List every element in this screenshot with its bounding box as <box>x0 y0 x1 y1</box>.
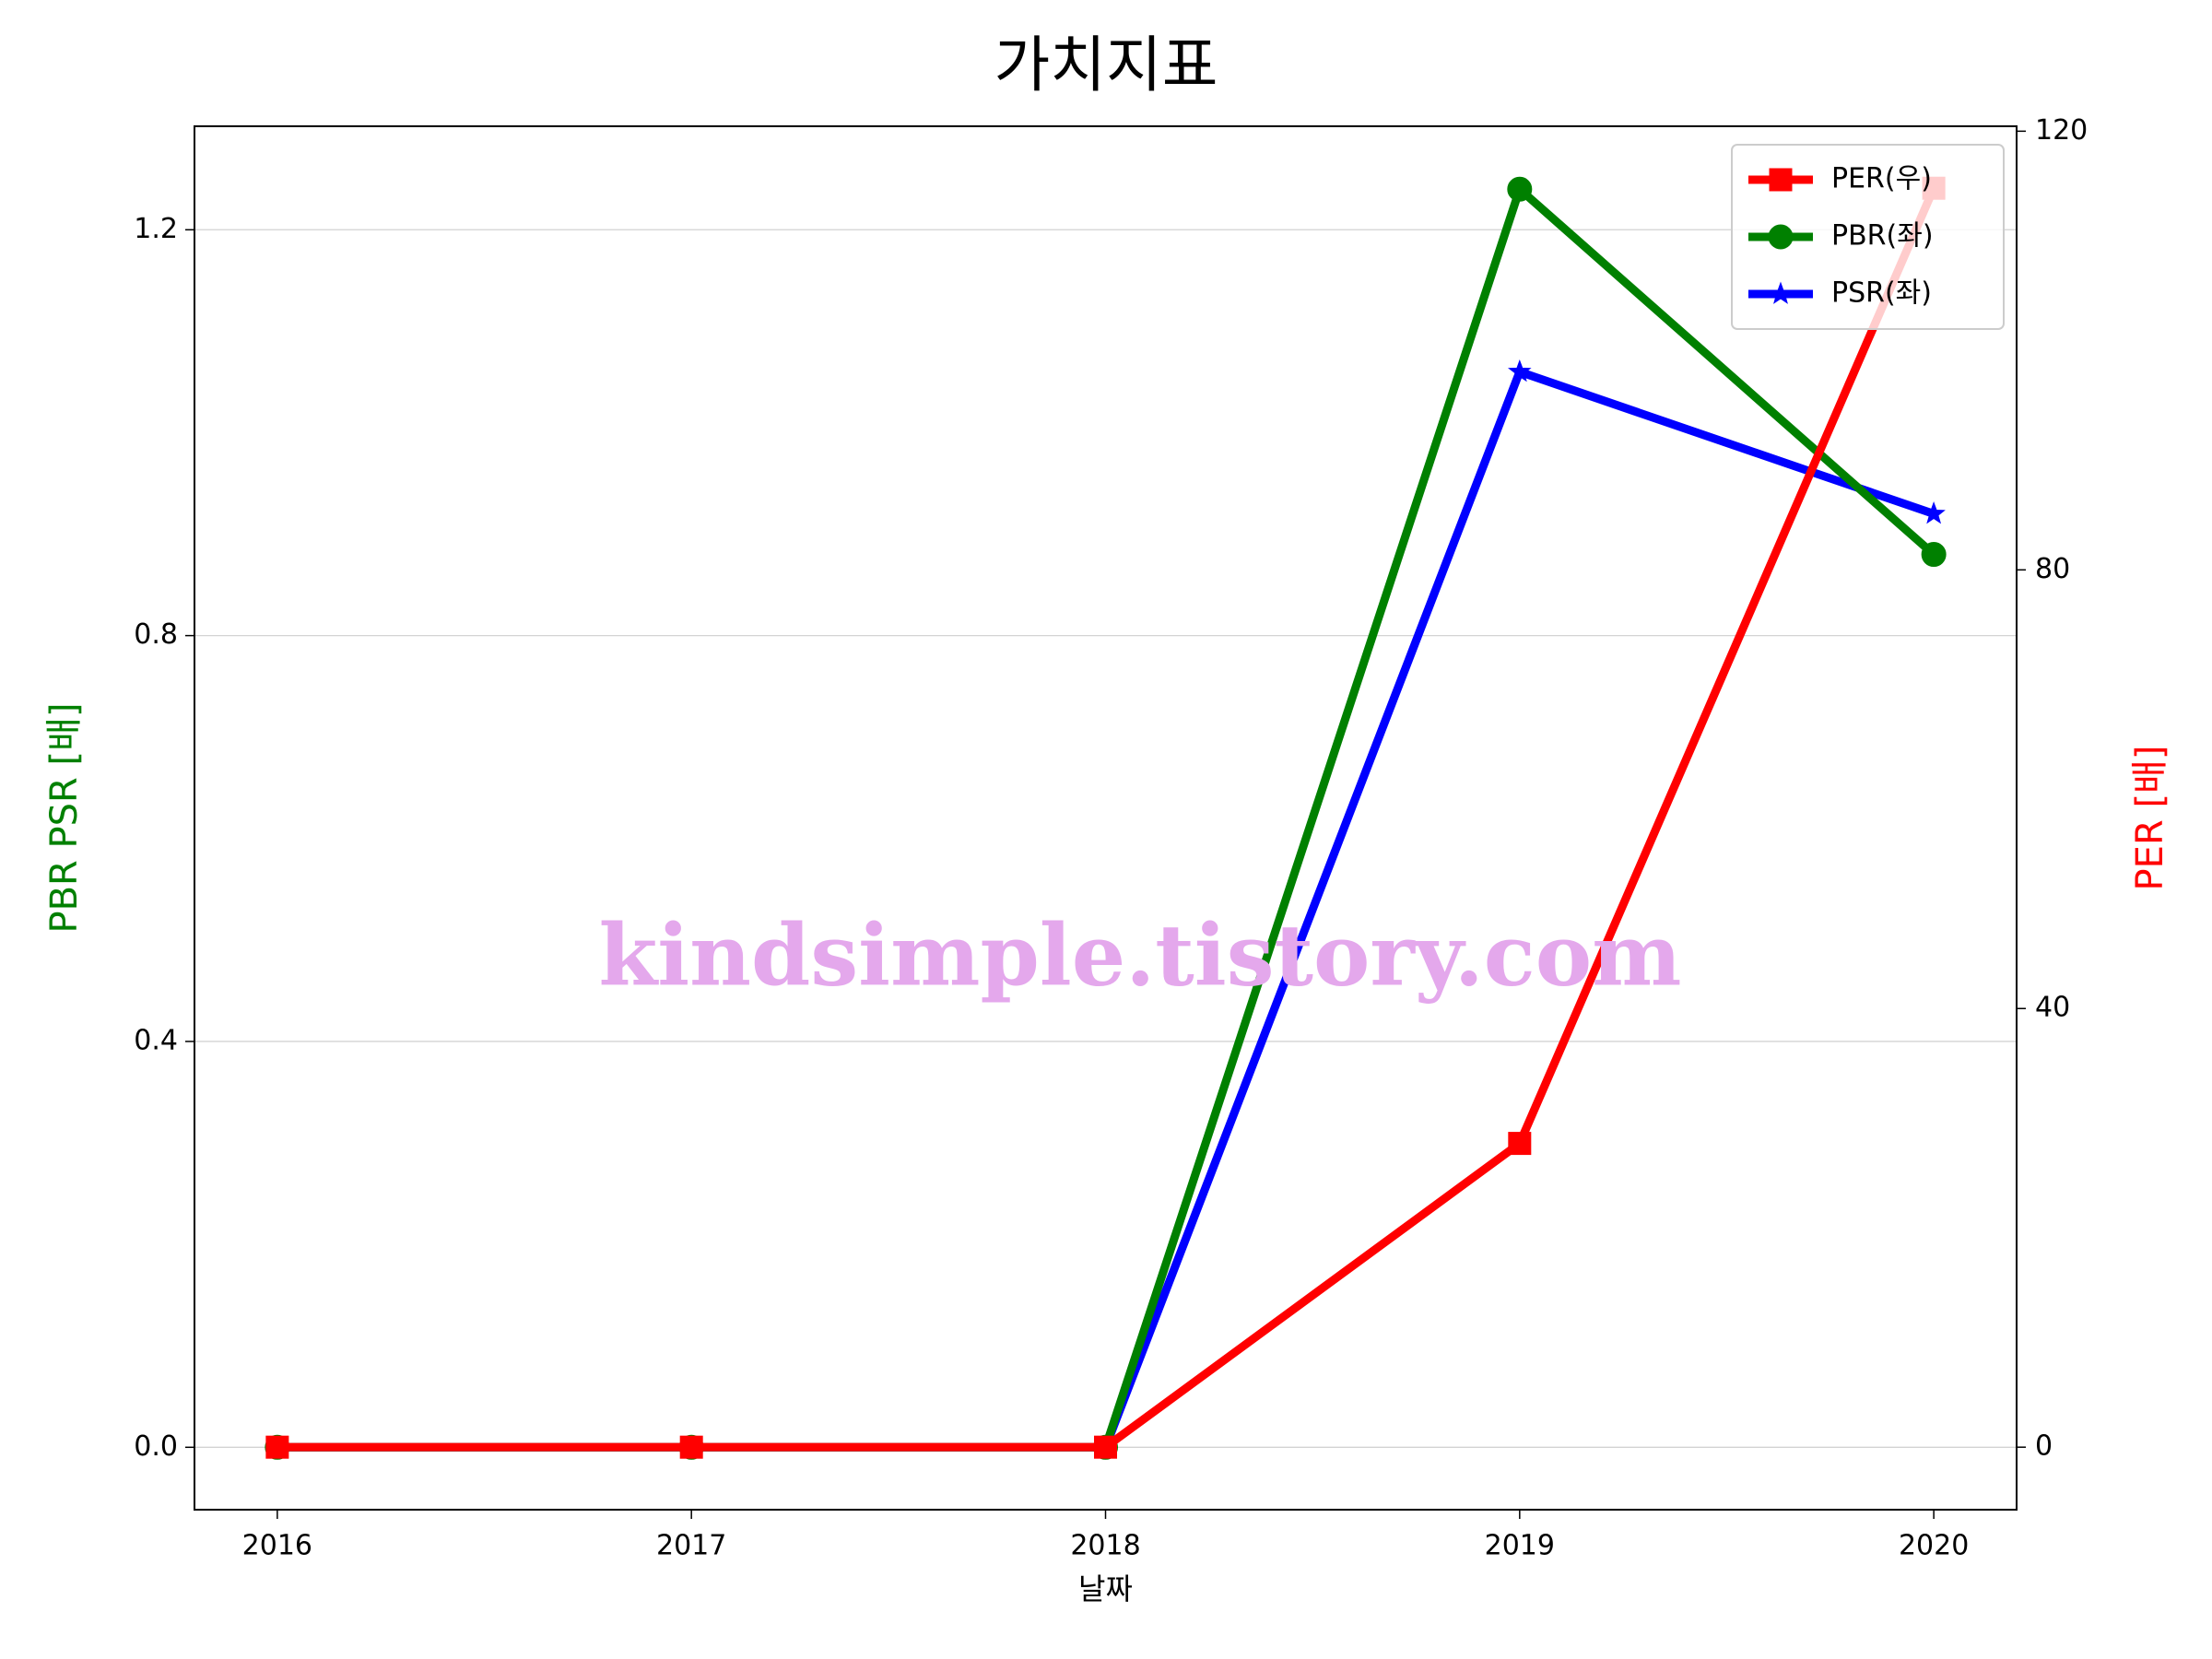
x-tick-label: 2016 <box>242 1530 312 1562</box>
y-axis-label: PBR PSR [배] <box>43 702 86 933</box>
x-tick-label: 2017 <box>656 1530 726 1562</box>
y-tick-label: 0.4 <box>134 1024 178 1056</box>
marker <box>265 1435 289 1459</box>
legend-label: PBR(좌) <box>1831 220 1934 253</box>
axes-frame <box>194 125 2018 1511</box>
y-tick-label: 0.0 <box>134 1430 178 1463</box>
y-tick-label: 1.2 <box>134 213 178 245</box>
x-axis-label: 날짜 <box>1078 1571 1133 1606</box>
legend-label: PER(우) <box>1831 163 1932 195</box>
x-tick-label: 2018 <box>1070 1530 1140 1562</box>
chart-title: 가치지표 <box>994 29 1218 100</box>
marker <box>1922 501 1946 524</box>
marker <box>1768 224 1794 250</box>
y2-axis-label: PER [배] <box>2129 746 2171 891</box>
x-tick-label: 2020 <box>1899 1530 1969 1562</box>
watermark: kindsimple.tistory.com <box>598 906 1681 1006</box>
marker <box>1508 359 1532 382</box>
y2-tick-label: 0 <box>2035 1430 2053 1463</box>
y2-tick-label: 40 <box>2035 992 2070 1024</box>
legend-label: PSR(좌) <box>1831 277 1932 310</box>
marker <box>1094 1435 1117 1459</box>
marker <box>1507 176 1533 202</box>
marker <box>1508 1132 1532 1156</box>
marker <box>1921 542 1947 568</box>
series-line <box>276 186 1938 1452</box>
legend: PER(우) PBR(좌) PSR(좌) <box>1731 144 2005 330</box>
marker <box>1769 281 1793 304</box>
y-tick-label: 0.8 <box>134 618 178 651</box>
x-tick-label: 2019 <box>1485 1530 1555 1562</box>
y2-tick-label: 120 <box>2035 114 2088 147</box>
series-line <box>276 184 1937 1452</box>
y2-tick-label: 80 <box>2035 553 2070 585</box>
marker <box>1769 168 1793 192</box>
marker <box>679 1435 703 1459</box>
legend-box <box>1731 144 2005 330</box>
